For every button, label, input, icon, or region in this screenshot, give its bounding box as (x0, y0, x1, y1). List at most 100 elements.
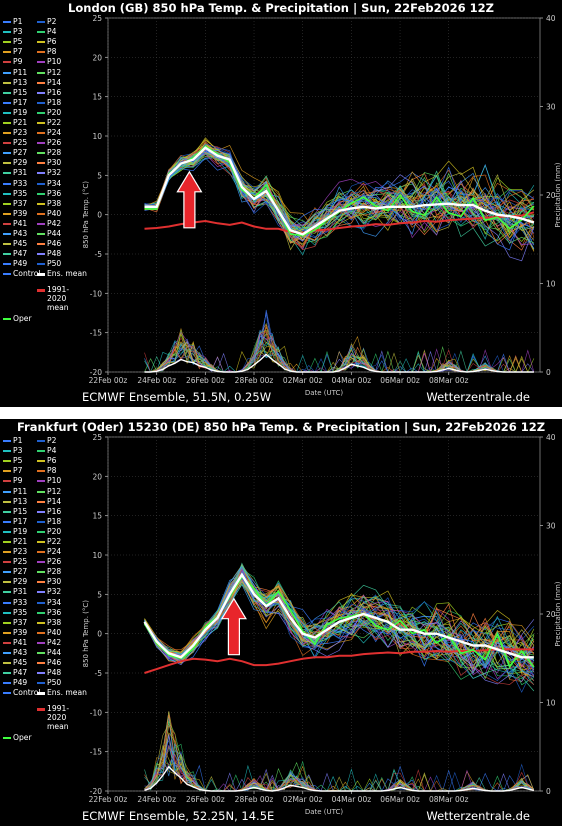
legend-item-p31: P31 (3, 168, 37, 178)
legend-swatch (37, 662, 45, 665)
legend-item-ens-mean: Ens. mean (37, 688, 87, 698)
legend-label: P22 (47, 117, 62, 127)
x-tick-label: 28Feb 00z (235, 795, 274, 804)
legend-item-p29: P29 (3, 577, 37, 587)
y-tick-label: 10 (92, 132, 102, 141)
y-tick-label: -15 (90, 329, 102, 338)
legend-label: P32 (47, 168, 62, 178)
legend-swatch (3, 71, 11, 74)
y-tick-label: 0 (97, 211, 102, 220)
legend-swatch (37, 591, 45, 594)
legend-swatch (3, 530, 11, 533)
legend-label: P33 (13, 597, 28, 607)
y2-tick-label: 10 (546, 280, 556, 289)
legend-swatch (37, 601, 45, 604)
legend-swatch (37, 708, 45, 712)
grid (107, 17, 540, 373)
legend-swatch (3, 500, 11, 503)
legend-item-p31: P31 (3, 587, 37, 597)
legend-label: P32 (47, 587, 62, 597)
legend-item-p32: P32 (37, 587, 77, 597)
legend-item-p37: P37 (3, 618, 37, 628)
legend-swatch (37, 691, 45, 695)
legend: P1 P2 P3 P4 P5 P6 P7 P8 P9 P10 P11 P12 P13 P14 P15 P16 P… (3, 436, 87, 742)
legend-label: P34 (47, 597, 62, 607)
y2-tick-label: 40 (546, 14, 556, 23)
model-info: ECMWF Ensemble, 51.5N, 0.25W (82, 390, 272, 404)
legend-item-p40: P40 (37, 628, 77, 638)
legend-item-p45: P45 (3, 239, 37, 249)
legend-swatch (3, 520, 11, 523)
legend-item-p34: P34 (37, 179, 77, 189)
legend-item-p49: P49 (3, 678, 37, 688)
legend-item-p35: P35 (3, 189, 37, 199)
legend-label: P35 (13, 188, 28, 198)
legend-label: 1991-2020 mean (47, 704, 70, 732)
legend-label: Control (13, 688, 41, 698)
y-tick-label: 15 (92, 93, 102, 102)
legend-item-p18: P18 (37, 517, 77, 527)
legend-label: P26 (47, 138, 62, 148)
legend-swatch (3, 132, 11, 135)
legend-swatch (37, 289, 45, 293)
legend-swatch (37, 31, 45, 34)
legend-swatch (37, 450, 45, 453)
precip-member-line (144, 314, 534, 373)
source-credit: Wetterzentrale.de (426, 809, 530, 823)
grid (107, 436, 540, 792)
precip-member-line (144, 732, 535, 792)
legend-swatch (37, 21, 45, 24)
arrow-up-icon (220, 597, 247, 656)
legend-swatch (3, 641, 11, 644)
chart-panel-frankfurt: Frankfurt (Oder) 15230 (DE) 850 hPa Temp… (0, 419, 562, 826)
x-tick-label: 28Feb 00z (235, 376, 274, 385)
legend-item-p2: P2 (37, 17, 77, 27)
legend-swatch (3, 21, 11, 24)
x-axis-label: Date (UTC) (305, 389, 344, 397)
legend-label: P28 (47, 148, 62, 158)
legend-label: P38 (47, 617, 62, 627)
y-axis-label: 850 hPa Temp. (°C) (82, 600, 90, 668)
chart-title: Frankfurt (Oder) 15230 (DE) 850 hPa Temp… (16, 420, 546, 434)
legend-swatch (37, 540, 45, 543)
legend-label: P41 (13, 637, 28, 647)
precip-member-line (144, 322, 534, 373)
y-tick-label: 25 (92, 433, 102, 442)
ensemble-member-line (144, 137, 535, 234)
y-tick-label: -5 (95, 250, 103, 259)
legend-swatch (37, 571, 45, 574)
legend-item-p21: P21 (3, 537, 37, 547)
legend-swatch (3, 571, 11, 574)
legend-swatch (37, 490, 45, 493)
x-tick-label: 08Mar 00z (429, 795, 469, 804)
legend-swatch (37, 641, 45, 644)
ensemble-member-line (144, 143, 535, 244)
legend-item-p4: P4 (37, 446, 77, 456)
legend-item-p22: P22 (37, 537, 77, 547)
legend-swatch (37, 520, 45, 523)
y2-tick-label: 30 (546, 103, 556, 112)
legend-label: P2 (47, 436, 57, 446)
legend-item-p44: P44 (37, 229, 77, 239)
legend-item-p50: P50 (37, 678, 77, 688)
legend-item-p15: P15 (3, 507, 37, 517)
legend-label: P37 (13, 198, 28, 208)
legend-swatch (37, 652, 45, 655)
legend-label: P50 (47, 259, 62, 269)
legend-item-p15: P15 (3, 88, 37, 98)
legend-label: P44 (47, 229, 62, 239)
legend-item-p25: P25 (3, 138, 37, 148)
legend-swatch (3, 736, 11, 739)
legend-item-p11: P11 (3, 67, 37, 77)
legend-item-p28: P28 (37, 567, 77, 577)
precip-mean-line (144, 353, 534, 373)
plot-frame (107, 17, 541, 373)
legend-item-p13: P13 (3, 78, 37, 88)
legend-label: P5 (13, 456, 23, 466)
y-tick-label: 25 (92, 14, 102, 23)
legend-item-climate-mean: 1991-2020 mean (37, 704, 83, 731)
legend-label: P9 (13, 57, 23, 67)
legend-swatch (37, 611, 45, 614)
legend-swatch (37, 263, 45, 266)
x-tick-label: 04Mar 00z (332, 376, 372, 385)
